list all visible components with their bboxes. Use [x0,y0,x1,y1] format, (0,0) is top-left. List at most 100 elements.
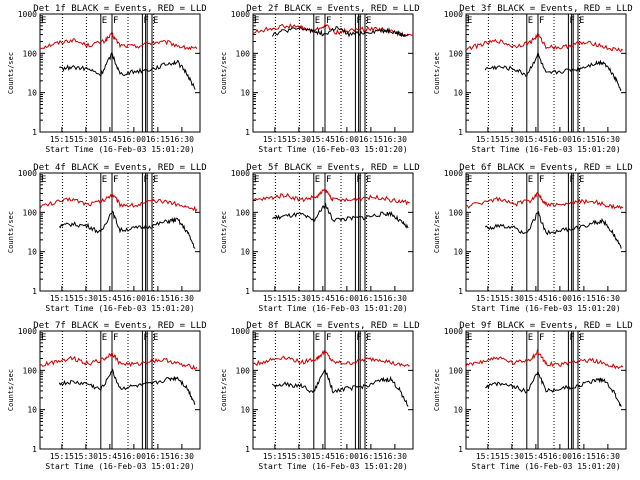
y-tick-label: 10 [27,248,37,257]
x-tick-label: 16:30 [596,294,620,303]
y-tick-label: 100 [23,49,38,58]
y-axis-label: Counts/sec [7,211,15,253]
x-tick-label: 16:15 [146,452,170,461]
flare-marker-label: F [143,333,148,343]
flare-marker-label: E [102,333,107,343]
panel-title: Det 2f BLACK = Events, RED = LLD [246,4,419,14]
panel-5: Det 5f BLACK = Events, RED = LLD 1 10 100 10… [220,163,420,313]
y-tick-label: 100 [449,366,464,375]
y-tick-label: 1 [245,287,250,296]
x-tick-label: 15:15 [263,135,287,144]
x-tick-label: 16:00 [122,452,146,461]
panel-8: Det 8f BLACK = Events, RED = LLD 1 10 100 10… [220,321,420,471]
panel-title: Det 3f BLACK = Events, RED = LLD [459,4,632,14]
x-tick-label: 16:15 [146,135,170,144]
x-axis-label: Start Time (16-Feb-03 15:01:20) [45,304,194,313]
flare-marker-label: F [569,333,574,343]
y-tick-label: 10 [240,406,250,415]
panel-1: Det 1f BLACK = Events, RED = LLD 1 10 100 10… [7,4,207,154]
x-tick-label: 16:30 [383,135,407,144]
panel-9: Det 9f BLACK = Events, RED = LLD 1 10 100 10… [433,321,633,471]
flare-marker-label: E [467,16,472,26]
x-tick-label: 15:30 [74,452,98,461]
plot-frame [465,172,627,292]
x-tick-label: 16:00 [548,135,572,144]
y-tick-label: 10 [453,248,463,257]
flare-marker-label: F [113,333,118,343]
flare-marker-label: F [569,16,574,26]
y-tick-label: 10 [27,406,37,415]
flare-marker-label: E [254,333,259,343]
flare-marker-label: E [528,175,533,185]
x-tick-label: 16:00 [548,452,572,461]
flare-marker-label: F [356,333,361,343]
series-line-events [272,202,409,229]
panel-title: Det 1f BLACK = Events, RED = LLD [33,4,206,14]
x-tick-label: 16:00 [548,294,572,303]
y-tick-label: 1000 [444,327,463,336]
flare-marker-label: E [102,175,107,185]
x-tick-label: 15:15 [476,135,500,144]
x-tick-label: 15:45 [98,135,122,144]
series-line-events [484,210,622,249]
y-tick-label: 10 [240,248,250,257]
x-tick-label: 16:30 [596,135,620,144]
y-tick-label: 1 [458,287,463,296]
flare-marker-label: E [366,16,371,26]
y-tick-label: 1 [245,445,250,454]
x-tick-label: 16:30 [383,294,407,303]
flare-marker-label: E [153,333,158,343]
series-line-lld [465,32,624,53]
plot-frame [252,13,414,133]
series-line-lld [466,191,624,210]
flare-marker-label: E [579,16,584,26]
y-tick-label: 1 [32,287,37,296]
x-tick-label: 15:15 [476,294,500,303]
x-tick-label: 15:30 [287,294,311,303]
plot-frame [465,13,627,133]
y-axis-label: Counts/sec [433,369,441,411]
flare-marker-label: E [315,333,320,343]
y-tick-label: 10 [240,89,250,98]
flare-marker-label: F [326,16,331,26]
flare-marker-label: F [569,175,574,185]
y-tick-label: 1000 [231,10,250,19]
y-axis-label: Counts/sec [433,211,441,253]
series-line-events [58,368,196,405]
y-tick-label: 10 [27,89,37,98]
flare-marker-label: F [356,175,361,185]
x-tick-label: 16:15 [359,294,383,303]
x-tick-label: 15:15 [50,135,74,144]
x-axis-label: Start Time (16-Feb-03 15:01:20) [471,145,620,154]
x-tick-label: 15:30 [500,135,524,144]
series-line-lld [39,192,198,213]
x-tick-label: 16:15 [146,294,170,303]
y-tick-label: 1 [245,128,250,137]
y-tick-label: 100 [23,208,38,217]
x-tick-label: 15:45 [311,135,335,144]
plot-frame [252,172,414,292]
x-tick-label: 15:45 [98,452,122,461]
y-axis-label: Counts/sec [7,52,15,94]
panel-title: Det 8f BLACK = Events, RED = LLD [246,321,419,331]
flare-marker-label: E [579,333,584,343]
x-tick-label: 15:45 [524,294,548,303]
x-axis-label: Start Time (16-Feb-03 15:01:20) [471,462,620,471]
y-tick-label: 100 [236,208,251,217]
x-axis-label: Start Time (16-Feb-03 15:01:20) [258,304,407,313]
x-tick-label: 16:00 [122,294,146,303]
y-axis-label: Counts/sec [7,369,15,411]
x-tick-label: 15:15 [263,294,287,303]
series-line-events [271,26,409,38]
x-tick-label: 15:30 [500,294,524,303]
flare-marker-label: F [356,16,361,26]
flare-marker-label: E [153,16,158,26]
series-line-events [484,52,622,92]
flare-marker-label: E [41,175,46,185]
flare-marker-label: E [528,16,533,26]
flare-marker-label: E [41,16,46,26]
series-line-lld [39,351,198,370]
flare-marker-label: E [315,16,320,26]
x-tick-label: 15:30 [287,452,311,461]
